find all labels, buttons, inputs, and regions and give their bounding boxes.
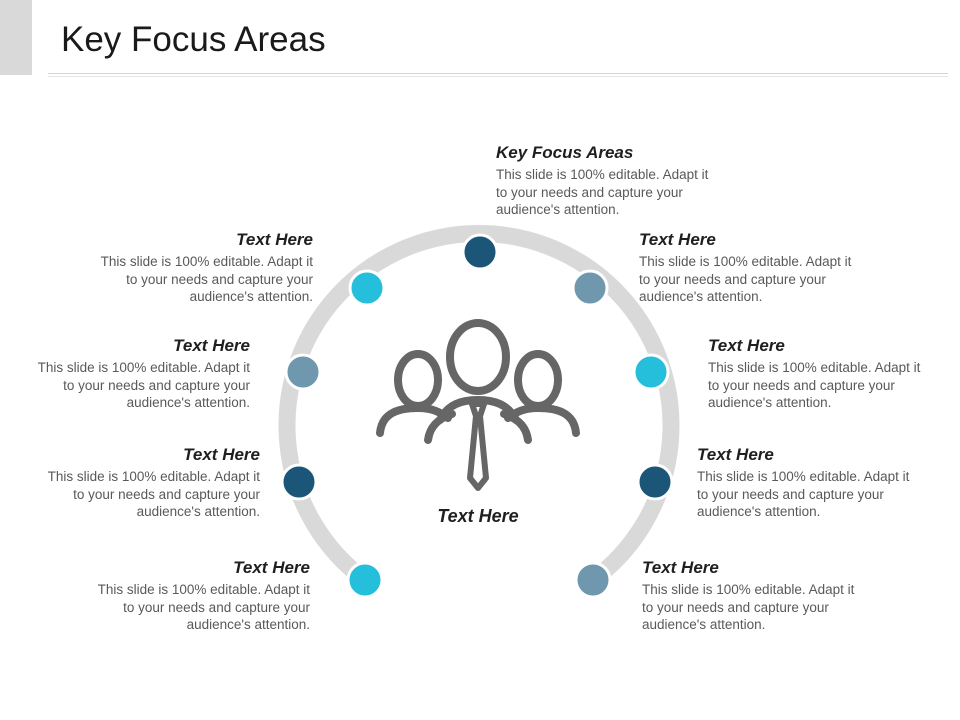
node-right-2 <box>632 353 670 391</box>
item-body: This slide is 100% editable. Adapt it to… <box>496 167 709 217</box>
item-body: This slide is 100% editable. Adapt it to… <box>642 582 855 632</box>
title-divider-shadow <box>48 76 948 77</box>
item-heading: Text Here <box>236 230 313 249</box>
item-body: This slide is 100% editable. Adapt it to… <box>100 254 313 304</box>
item-heading: Key Focus Areas <box>496 143 634 162</box>
focus-item-left-1: Text Here This slide is 100% editable. A… <box>91 230 313 306</box>
title-accent-block <box>0 0 32 75</box>
item-body: This slide is 100% editable. Adapt it to… <box>47 469 260 519</box>
people-group-icon <box>376 319 580 491</box>
title-divider <box>48 73 948 74</box>
focus-item-right-1: Text Here This slide is 100% editable. A… <box>639 230 861 306</box>
focus-item-right-3: Text Here This slide is 100% editable. A… <box>697 445 919 521</box>
item-body: This slide is 100% editable. Adapt it to… <box>97 582 310 632</box>
focus-item-left-2: Text Here This slide is 100% editable. A… <box>28 336 250 412</box>
item-heading: Text Here <box>173 336 250 355</box>
node-left-2 <box>284 353 322 391</box>
item-body: This slide is 100% editable. Adapt it to… <box>708 360 921 410</box>
item-heading: Text Here <box>639 230 716 249</box>
focus-item-right-2: Text Here This slide is 100% editable. A… <box>708 336 930 412</box>
page-title: Key Focus Areas <box>61 20 326 59</box>
focus-item-left-4: Text Here This slide is 100% editable. A… <box>88 558 310 634</box>
item-heading: Text Here <box>233 558 310 577</box>
node-right-3 <box>636 463 674 501</box>
item-heading: Text Here <box>697 445 774 464</box>
item-body: This slide is 100% editable. Adapt it to… <box>37 360 250 410</box>
focus-item-left-3: Text Here This slide is 100% editable. A… <box>38 445 260 521</box>
focus-item-top: Key Focus Areas This slide is 100% edita… <box>496 143 718 219</box>
node-left-4 <box>346 561 384 599</box>
item-heading: Text Here <box>642 558 719 577</box>
item-body: This slide is 100% editable. Adapt it to… <box>639 254 852 304</box>
node-top <box>461 233 499 271</box>
node-left-3 <box>280 463 318 501</box>
focus-item-right-4: Text Here This slide is 100% editable. A… <box>642 558 864 634</box>
node-right-4 <box>574 561 612 599</box>
center-label: Text Here <box>437 506 519 526</box>
item-heading: Text Here <box>183 445 260 464</box>
node-right-1 <box>571 269 609 307</box>
node-left-1 <box>348 269 386 307</box>
item-body: This slide is 100% editable. Adapt it to… <box>697 469 910 519</box>
item-heading: Text Here <box>708 336 785 355</box>
ring-arc <box>278 225 680 589</box>
